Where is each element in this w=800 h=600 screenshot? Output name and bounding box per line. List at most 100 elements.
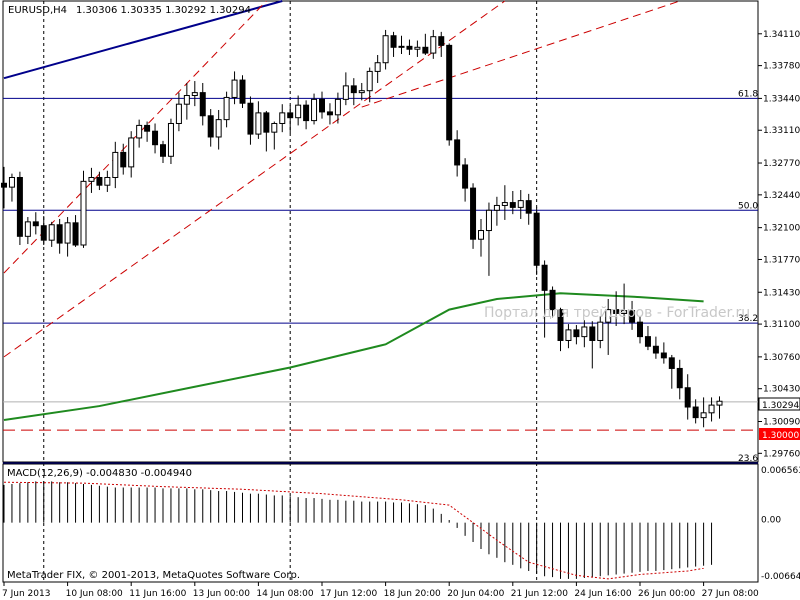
price-axis: 1.34110 1.33780 1.33440 1.33110 1.32770 1.324…	[758, 30, 800, 459]
candle-body-bear	[668, 357, 675, 369]
candle-body-bear	[40, 225, 47, 241]
candle-body-bear	[32, 221, 39, 227]
price-tick-label: 1.29760	[763, 449, 800, 459]
price-tick-label: 1.31770	[763, 255, 800, 265]
alert-price-label: 1.30000	[762, 431, 799, 441]
candle-body-bull	[8, 176, 15, 188]
fib-level-label: 50.0	[738, 201, 758, 211]
candle-body-bear	[557, 309, 564, 341]
candle-body-bull	[414, 46, 421, 50]
candle-body-bear	[56, 224, 63, 244]
time-tick-label: 14 Jun 08:00	[256, 589, 313, 599]
price-tick-label: 1.34110	[763, 30, 800, 40]
time-tick-label: 11 Jun 16:00	[129, 589, 186, 599]
macd-signal-line	[3, 481, 704, 580]
candle-body-bear	[438, 36, 445, 46]
candle-body-bull	[565, 329, 572, 341]
candle-body-bear	[326, 111, 333, 116]
candle-body-bear	[541, 264, 548, 291]
candle-body-bull	[104, 176, 111, 186]
price-tick-label: 1.31100	[763, 320, 800, 330]
candle-body-bull	[382, 35, 389, 64]
candle-body-bull	[128, 137, 135, 168]
candle-body-bull	[223, 96, 230, 121]
channel-line	[3, 0, 506, 358]
price-tick-label: 1.32440	[763, 191, 800, 201]
candle-body-bear	[509, 202, 516, 208]
channel-line	[3, 0, 267, 274]
candle-body-bull	[621, 310, 628, 314]
candle-body-bull	[311, 98, 318, 122]
time-tick-label: 26 Jun 00:00	[638, 589, 695, 599]
candle-body-bull	[581, 326, 588, 338]
candle-body-bear	[446, 44, 453, 141]
candle-body-bear	[660, 352, 667, 359]
candle-body-bear	[462, 164, 469, 189]
candle-body-bull	[374, 62, 381, 72]
candle-body-bull	[501, 202, 508, 206]
candle-body-bear	[613, 309, 620, 314]
macd-tick-label: 0.00	[761, 516, 781, 526]
alert-price-box	[759, 428, 800, 440]
current-price-label: 1.30294	[762, 401, 799, 411]
time-tick-label: 21 Jun 12:00	[511, 589, 568, 599]
time-tick-label: 7 Jun 2013	[2, 589, 50, 599]
candle-body-bear	[152, 130, 159, 146]
candle-body-bear	[454, 139, 461, 166]
candle-body-bull	[271, 122, 278, 133]
candle-body-bull	[478, 230, 484, 240]
price-tick-label: 1.30760	[763, 353, 800, 363]
candle-body-bear	[263, 112, 270, 133]
price-tick-label: 1.32100	[763, 224, 800, 234]
candle-body-bear	[1, 182, 7, 188]
time-tick-label: 17 Jun 12:00	[320, 589, 377, 599]
symbol-header: EURUSD,H4	[8, 5, 67, 16]
time-tick-label: 27 Jun 08:00	[702, 589, 759, 599]
candle-body-bull	[167, 122, 174, 157]
candle-body-bear	[470, 187, 477, 240]
price-tick-label: 1.33440	[763, 94, 800, 104]
candle-body-bull	[112, 151, 119, 178]
candle-body-bear	[676, 367, 683, 389]
candle-body-bull	[24, 221, 31, 237]
candle-body-bull	[716, 400, 723, 406]
candle-body-bull	[183, 95, 190, 105]
watermark: Портал для трейдеров - ForTrader.ru	[484, 305, 750, 321]
candle-body-bull	[708, 404, 715, 414]
candle-body-bear	[684, 387, 691, 408]
moving-average-line	[3, 292, 704, 422]
fib-level-label: 38.2	[738, 314, 758, 324]
price-tick-label: 1.32770	[763, 159, 800, 169]
candle-body-bull	[80, 180, 87, 246]
candle-body-bull	[64, 222, 71, 244]
candle-body-bear	[303, 104, 310, 122]
candle-body-bull	[48, 224, 55, 241]
candle-body-bear	[239, 79, 246, 104]
time-tick-label: 18 Jun 20:00	[384, 589, 441, 599]
candle-body-bull	[597, 321, 604, 341]
candle-body-bull	[334, 98, 341, 116]
candle-body-bull	[279, 112, 286, 124]
candle-body-bull	[88, 176, 95, 182]
candle-body-bull	[255, 112, 262, 135]
channel-line	[361, 0, 680, 108]
candle-body-bear	[525, 200, 532, 214]
candle-body-bull	[175, 103, 182, 124]
candle-body-bull	[231, 79, 238, 98]
candle-body-bull	[295, 104, 302, 119]
price-tick-label: 1.30430	[763, 385, 800, 395]
candle-body-bear	[644, 336, 651, 347]
time-tick-label: 10 Jun 08:00	[66, 589, 123, 599]
candle-body-bull	[366, 70, 373, 92]
candle-body-bull	[191, 92, 198, 97]
candle-body-bear	[573, 329, 580, 338]
macd-histogram	[3, 481, 713, 580]
trend-line	[3, 0, 283, 80]
fib-level-label: 61.8	[738, 89, 758, 99]
candle-body-bear	[120, 151, 127, 168]
candles	[1, 29, 723, 428]
candle-body-bull	[485, 209, 492, 232]
macd-panel-frame	[2, 463, 759, 583]
time-tick-label: 24 Jun 16:00	[574, 589, 631, 599]
